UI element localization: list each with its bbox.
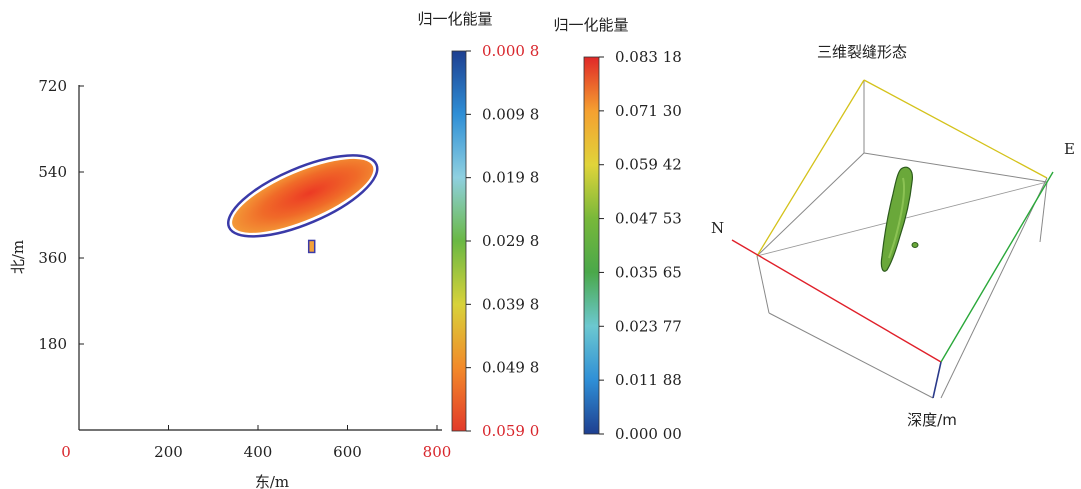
- colorbar-2-tick-label: 0.035 65: [615, 263, 682, 281]
- energy-anomaly-region: [226, 154, 379, 254]
- colorbar-1-tick-label: 0.049 8: [482, 359, 539, 377]
- x-tick-label: 400: [244, 443, 273, 461]
- anomaly-satellite: [307, 239, 316, 254]
- fracture-3d-view: 三维裂缝形态 N E 深度/m: [711, 43, 1075, 429]
- y-tick-label: 360: [38, 249, 67, 267]
- fracture-3d-title: 三维裂缝形态: [817, 43, 907, 61]
- colorbar-1-tick-label: 0.000 8: [482, 42, 539, 60]
- y-tick-label: 540: [38, 163, 67, 181]
- colorbar-2-tick-label: 0.071 30: [615, 102, 682, 120]
- box-edge: [768, 312, 934, 399]
- x-axis-label: 东/m: [255, 473, 289, 489]
- x-tick-label: 200: [154, 443, 183, 461]
- colorbar-1-ticks: 0.000 8 0.009 8 0.019 8 0.029 8 0.039 8 0.049…: [466, 42, 539, 440]
- depth-axis-label: 深度/m: [907, 411, 957, 429]
- y-axis-label: 北/m: [9, 240, 27, 274]
- colorbar-1-title: 归一化能量: [417, 10, 492, 28]
- colorbar-2-title: 归一化能量: [553, 16, 628, 34]
- colorbar-2-tick-label: 0.023 77: [615, 317, 682, 335]
- depth-axis-line: [932, 361, 942, 399]
- colorbar-1-tick-label: 0.029 8: [482, 232, 539, 250]
- fracture-shape: [880, 166, 913, 272]
- colorbar-1: [451, 50, 467, 432]
- colorbar-2-tick-label: 0.011 88: [615, 371, 682, 389]
- north-axis-label: N: [711, 219, 724, 237]
- anomaly-outline: [226, 154, 379, 238]
- fracture-highlight: [888, 177, 906, 259]
- anomaly-fill: [232, 158, 374, 233]
- north-axis-line: [731, 239, 942, 363]
- x-axis-ticks: 0 200 400 600 800: [61, 425, 451, 461]
- box-edge: [863, 152, 1048, 183]
- fracture-body: [880, 166, 919, 272]
- colorbar-2: [583, 56, 600, 435]
- east-axis-line: [940, 171, 1054, 363]
- x-tick-label: 600: [333, 443, 362, 461]
- east-axis-label: E: [1064, 140, 1075, 158]
- y-tick-label: 180: [38, 335, 67, 353]
- colorbar-1-tick-label: 0.039 8: [482, 295, 539, 313]
- colorbar-2-tick-label: 0.047 53: [615, 210, 682, 228]
- colorbar-2-ticks: 0.083 18 0.071 30 0.059 42 0.047 53 0.035 65…: [599, 48, 682, 443]
- fracture-fragment: [911, 242, 919, 248]
- box-edge: [940, 177, 1048, 399]
- colorbar-2-tick-label: 0.059 42: [615, 156, 682, 174]
- box-edge: [756, 255, 770, 314]
- colorbar-1-tick-label: 0.009 8: [482, 105, 539, 123]
- y-tick-label: 720: [38, 77, 67, 95]
- colorbar-1-tick-label: 0.059 0: [482, 422, 539, 440]
- box-top-edge: [863, 79, 1048, 179]
- x-tick-label: 800: [423, 443, 452, 461]
- box-edge: [1039, 181, 1048, 243]
- y-axis-ticks: 180 360 540 720: [38, 77, 84, 353]
- colorbar-2-tick-label: 0.000 00: [615, 425, 682, 443]
- map-chart: 180 360 540 720 0 200 400 600 800 东/m 北/m 归一化能量…: [9, 10, 539, 489]
- box-edge: [756, 152, 865, 257]
- box-top-edge: [756, 79, 865, 257]
- colorbar-2-group: 归一化能量 0.083 180.071 300.059 420.047 530.…: [553, 16, 681, 443]
- x-tick-label: 0: [61, 443, 71, 461]
- colorbar-2-tick-label: 0.083 18: [615, 48, 682, 66]
- colorbar-1-tick-label: 0.019 8: [482, 169, 539, 187]
